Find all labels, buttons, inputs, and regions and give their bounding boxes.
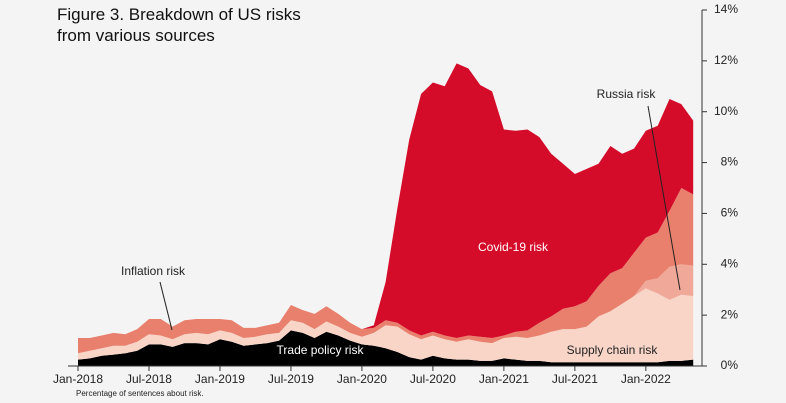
x-tick-label: Jul-2018 bbox=[126, 372, 172, 386]
x-tick-label: Jan-2021 bbox=[479, 372, 529, 386]
y-tick-label: 2% bbox=[721, 307, 739, 321]
x-tick-label: Jul-2020 bbox=[410, 372, 456, 386]
x-tick-label: Jan-2020 bbox=[337, 372, 387, 386]
annotation-arrow bbox=[647, 105, 681, 291]
x-tick-label: Jul-2019 bbox=[268, 372, 314, 386]
y-tick-label: 14% bbox=[714, 2, 738, 16]
y-tick-label: 0% bbox=[721, 358, 739, 372]
area bbox=[78, 188, 694, 354]
y-tick-label: 10% bbox=[714, 104, 738, 118]
series-label: Inflation risk bbox=[121, 264, 186, 278]
y-tick-label: 8% bbox=[721, 155, 739, 169]
chart-title: Figure 3. Breakdown of US risks from var… bbox=[57, 5, 301, 45]
series-label: Supply chain risk bbox=[567, 343, 659, 357]
chart-note: Percentage of sentences about risk. bbox=[76, 389, 204, 398]
x-tick-label: Jan-2019 bbox=[195, 372, 245, 386]
series-label: Russia risk bbox=[597, 87, 657, 101]
x-tick-label: Jan-2022 bbox=[621, 372, 671, 386]
x-tick-label: Jul-2021 bbox=[552, 372, 598, 386]
series-label: Trade policy risk bbox=[277, 343, 365, 357]
series-label: Covid-19 risk bbox=[478, 240, 549, 254]
annotation-arrow bbox=[159, 281, 173, 331]
y-tick-label: 4% bbox=[721, 256, 739, 270]
y-tick-label: 6% bbox=[721, 206, 739, 220]
area bbox=[78, 63, 694, 339]
x-tick-label: Jan-2018 bbox=[53, 372, 103, 386]
y-tick-label: 12% bbox=[714, 53, 738, 67]
